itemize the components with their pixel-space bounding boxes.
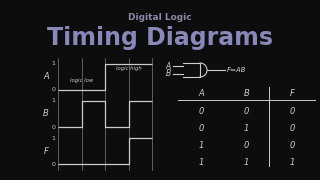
Text: 0: 0: [51, 125, 55, 130]
Text: B: B: [244, 89, 249, 98]
Text: A: A: [43, 72, 49, 81]
Text: F: F: [290, 89, 295, 98]
Text: 1: 1: [198, 158, 204, 167]
Text: 0: 0: [290, 124, 295, 133]
Text: F: F: [44, 147, 48, 156]
Text: logic low: logic low: [70, 78, 93, 83]
Text: 1: 1: [244, 158, 249, 167]
Text: 0: 0: [290, 141, 295, 150]
Text: 0: 0: [198, 124, 204, 133]
Text: 0: 0: [198, 107, 204, 116]
Text: B: B: [43, 109, 49, 118]
Text: Timing Diagrams: Timing Diagrams: [47, 26, 273, 50]
Text: 1: 1: [51, 98, 55, 104]
Text: 0: 0: [244, 141, 249, 150]
Text: logic high: logic high: [116, 66, 141, 71]
Text: 1: 1: [51, 136, 55, 141]
Text: B: B: [166, 69, 171, 78]
Text: 0: 0: [290, 107, 295, 116]
Text: 0: 0: [51, 87, 55, 92]
Text: 1: 1: [290, 158, 295, 167]
Text: 1: 1: [198, 141, 204, 150]
Text: 0: 0: [51, 162, 55, 167]
Text: A: A: [166, 62, 171, 71]
Text: 1: 1: [244, 124, 249, 133]
Text: F=AB: F=AB: [227, 67, 246, 73]
Text: A: A: [198, 89, 204, 98]
Text: Digital Logic: Digital Logic: [128, 14, 192, 22]
Text: 1: 1: [51, 61, 55, 66]
Text: 0: 0: [244, 107, 249, 116]
